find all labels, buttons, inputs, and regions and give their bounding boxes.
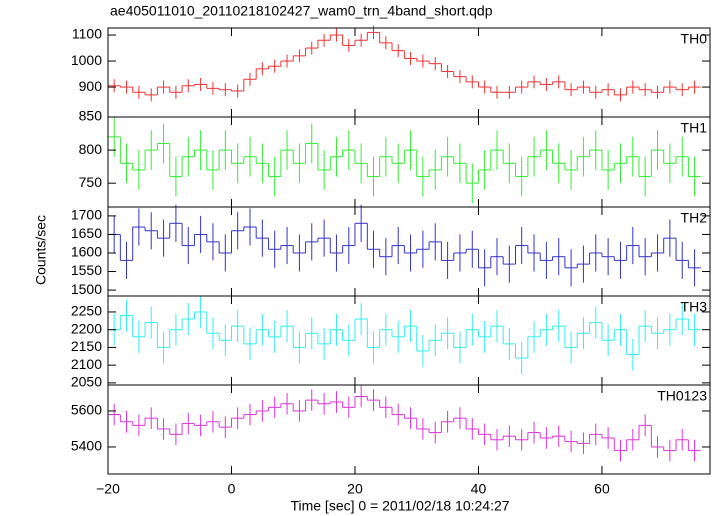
x-tick-label: −20 — [96, 481, 120, 497]
panel-label: TH0 — [681, 31, 708, 47]
panel-label: TH1 — [681, 120, 708, 136]
panel-frame — [107, 27, 711, 118]
panel-label: TH0123 — [657, 388, 707, 404]
y-tick-label: 1650 — [71, 225, 102, 241]
y-tick-label: 1100 — [72, 26, 102, 42]
y-tick-label: 2200 — [71, 320, 102, 336]
y-tick-label: 1500 — [71, 281, 102, 297]
y-tick-label: 2150 — [71, 338, 102, 354]
y-tick-label: 800 — [79, 141, 103, 157]
y-tick-label: 2050 — [71, 374, 102, 390]
panel-frame — [107, 206, 711, 297]
x-tick-label: 20 — [347, 481, 363, 497]
y-tick-label: 2250 — [71, 303, 102, 319]
y-tick-label: 850 — [79, 108, 103, 124]
y-tick-label: 2100 — [71, 356, 102, 372]
y-tick-label: 1600 — [71, 244, 102, 260]
panel-label: TH3 — [681, 299, 708, 315]
y-tick-label: 750 — [79, 174, 103, 190]
panel-frame — [107, 116, 711, 208]
y-tick-label: 1000 — [71, 52, 102, 68]
y-tick-label: 1550 — [71, 262, 102, 278]
panel-label: TH2 — [681, 210, 708, 226]
panel-frame — [107, 384, 711, 475]
y-tick-label: 5400 — [71, 438, 102, 454]
y-axis-label: Counts/sec — [33, 215, 49, 285]
x-tick-label: 40 — [471, 481, 487, 497]
chart-title: ae405011010_20110218102427_wam0_trn_4ban… — [110, 3, 493, 19]
x-axis-label: Time [sec] 0 = 2011/02/18 10:24:27 — [290, 498, 509, 514]
x-tick-label: 60 — [594, 481, 610, 497]
panel-frame — [107, 295, 711, 386]
y-tick-label: 900 — [79, 78, 103, 94]
y-tick-label: 5600 — [71, 402, 102, 418]
x-tick-label: 0 — [228, 481, 236, 497]
y-tick-label: 1700 — [71, 207, 102, 223]
